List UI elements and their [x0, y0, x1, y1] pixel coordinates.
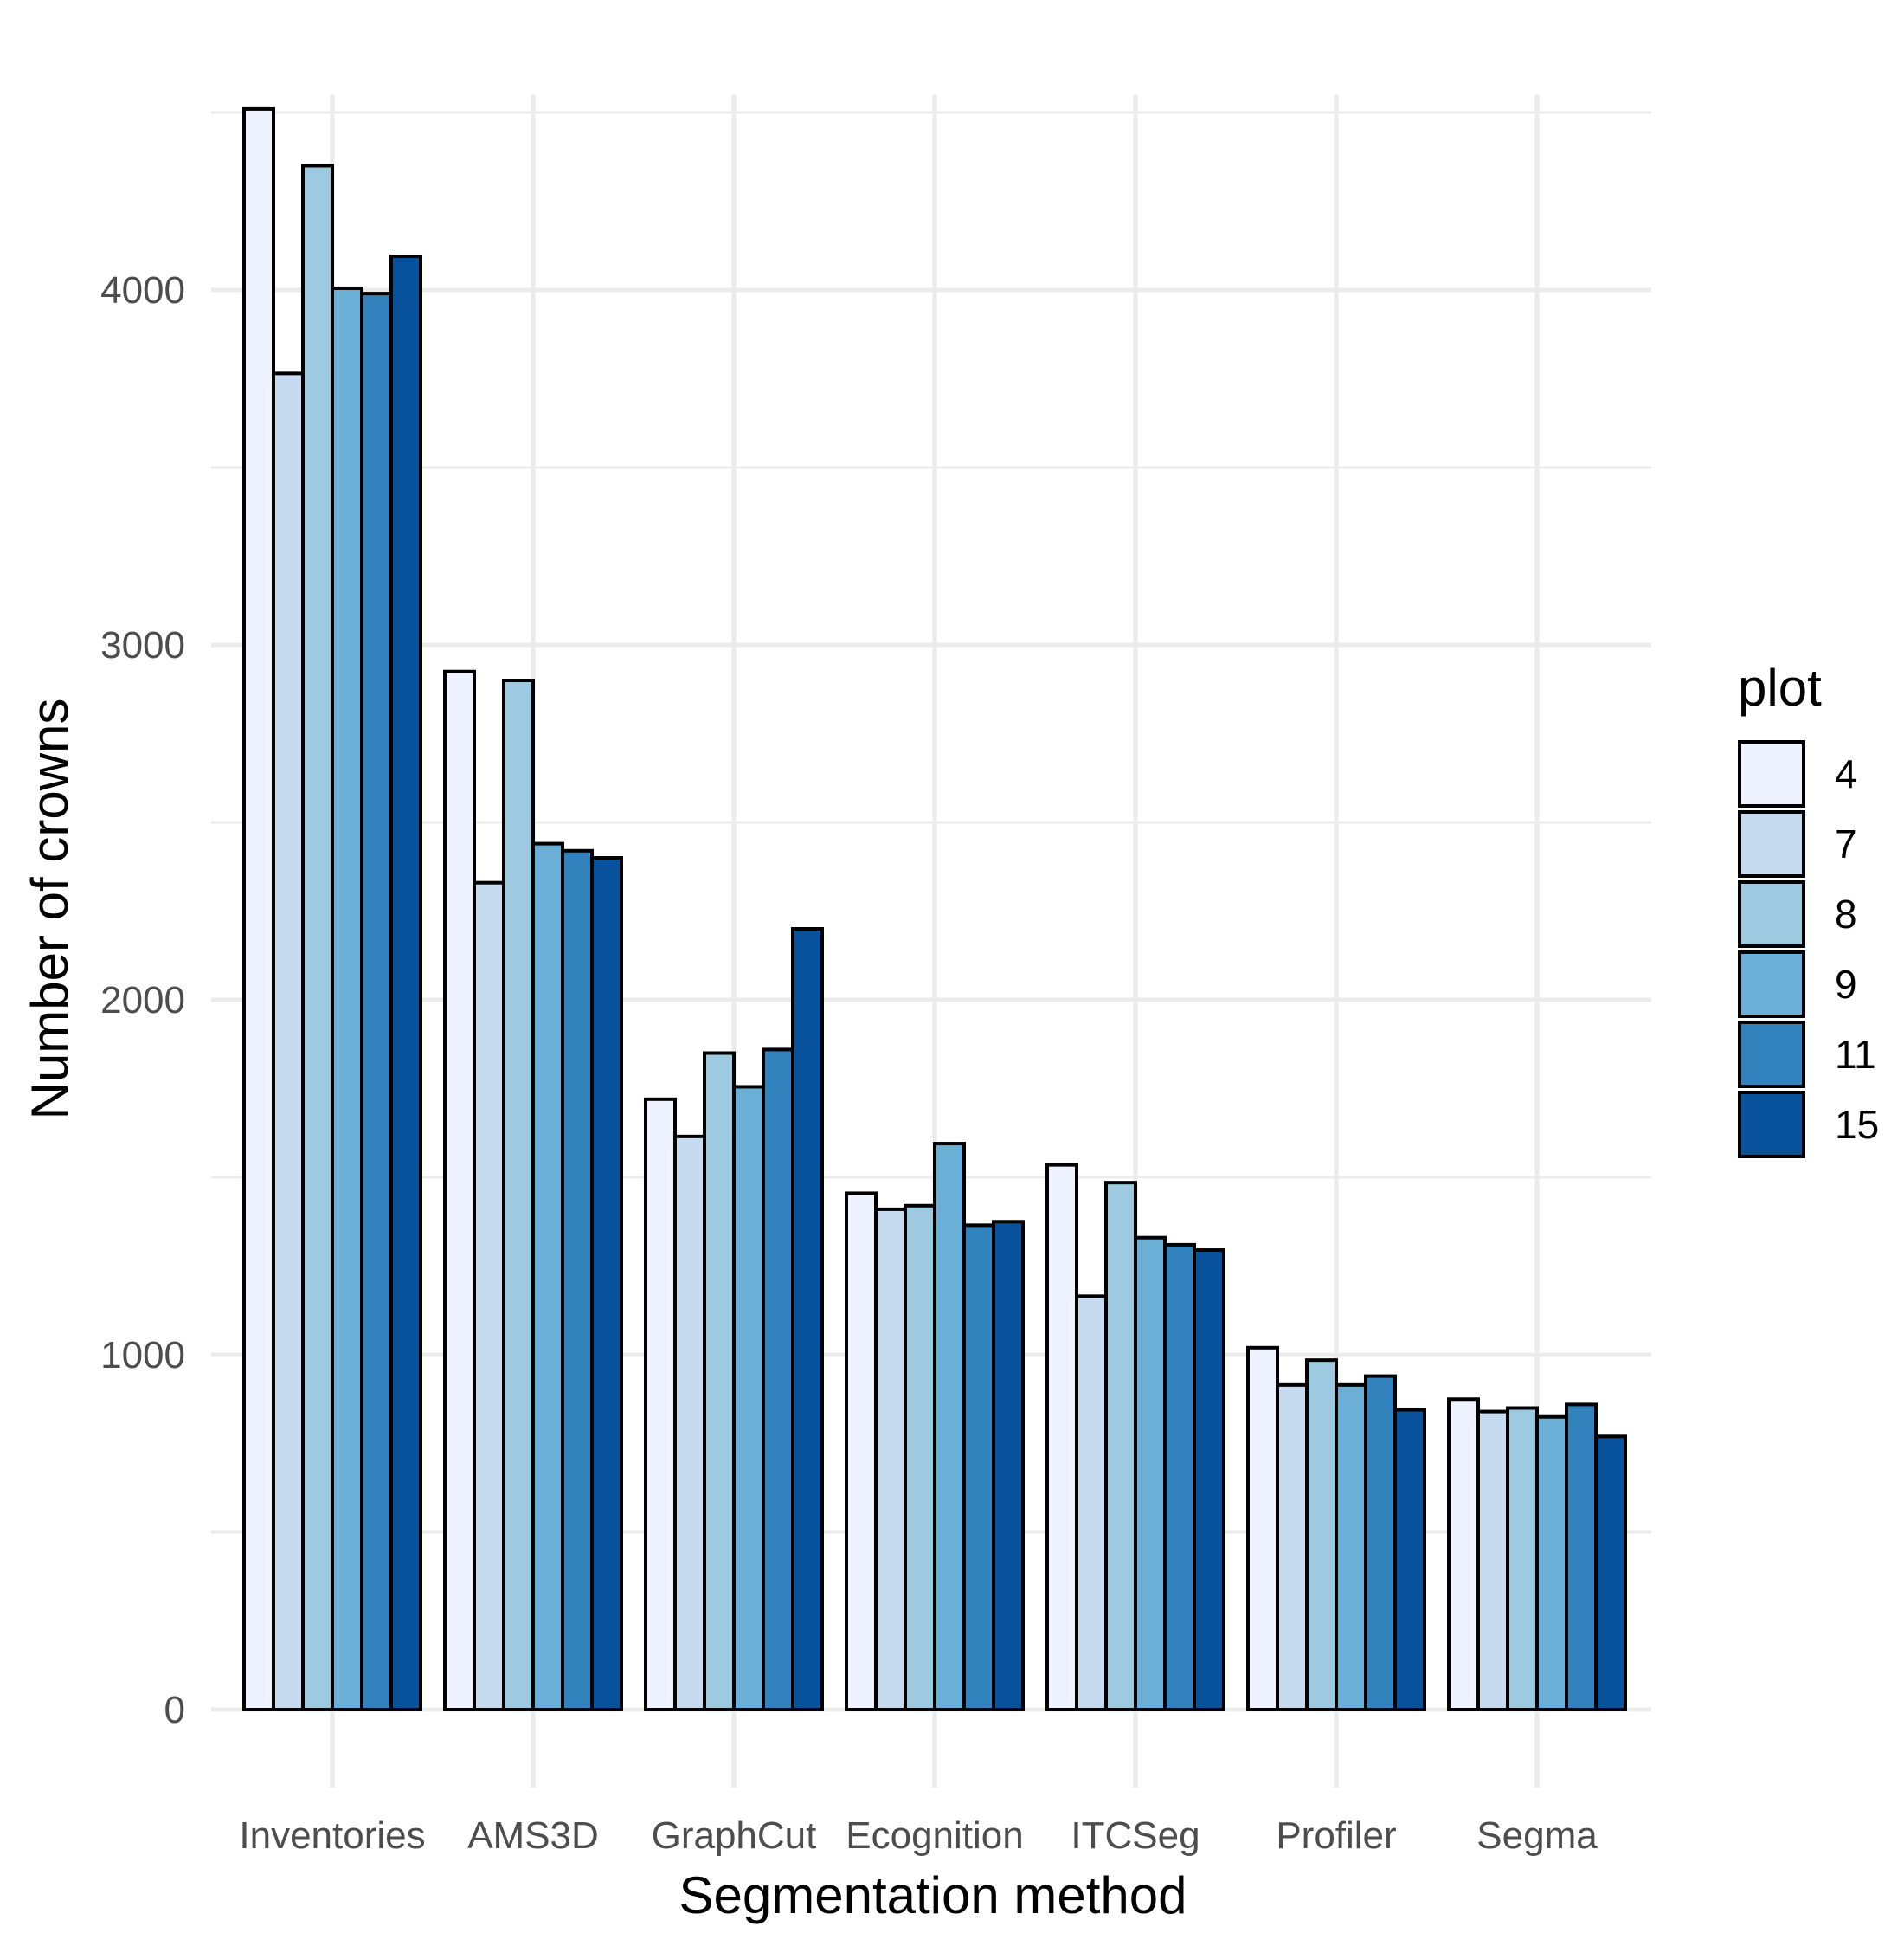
bar-graphcut-plot-15	[791, 927, 824, 1711]
x-tick-labels: Inventories AMS3D GraphCut Ecognition ITCSeg…	[239, 1814, 1598, 1857]
bar-graphcut-plot-8	[703, 1051, 736, 1711]
x-tick-label: GraphCut	[652, 1814, 817, 1857]
bar-graphcut-plot-4	[644, 1097, 677, 1712]
bar-graphcut-plot-9	[732, 1085, 765, 1711]
legend-key-11	[1738, 1021, 1805, 1088]
bar-ams3d-plot-15	[590, 856, 623, 1711]
bar-segma-plot-4	[1447, 1397, 1480, 1711]
bar-inventories-plot-11	[360, 292, 393, 1712]
bar-segma-plot-7	[1476, 1409, 1509, 1711]
bar-segma-plot-9	[1535, 1414, 1568, 1711]
bar-inventories-plot-8	[301, 164, 334, 1711]
legend-title: plot	[1738, 659, 1822, 717]
legend-key-8	[1738, 880, 1805, 948]
bar-graphcut-plot-11	[762, 1047, 794, 1711]
bar-inventories-plot-4	[242, 106, 275, 1711]
bar-graphcut-plot-7	[673, 1134, 706, 1711]
bar-segma-plot-11	[1565, 1402, 1598, 1712]
bar-ecognition-plot-9	[933, 1142, 966, 1712]
y-tick-label: 3000	[100, 624, 185, 667]
legend-label-4: 4	[1835, 751, 1857, 796]
legend-label-15: 15	[1835, 1102, 1879, 1147]
legend-label-7: 7	[1835, 822, 1857, 867]
y-tick-label: 1000	[100, 1334, 185, 1376]
bar-itcseg-plot-4	[1045, 1163, 1078, 1711]
x-tick-label: Segma	[1476, 1814, 1598, 1857]
y-tick-label: 0	[164, 1689, 185, 1731]
bar-itcseg-plot-9	[1134, 1235, 1167, 1711]
bar-ecognition-plot-4	[845, 1191, 878, 1711]
bar-profiler-plot-9	[1335, 1382, 1367, 1711]
bar-itcseg-plot-15	[1193, 1248, 1225, 1712]
bar-itcseg-plot-8	[1104, 1181, 1137, 1711]
bar-itcseg-plot-7	[1075, 1294, 1108, 1711]
bar-ams3d-plot-7	[473, 880, 505, 1711]
bar-profiler-plot-8	[1305, 1358, 1338, 1712]
bar-ecognition-plot-11	[962, 1223, 995, 1711]
y-tick-label: 2000	[100, 979, 185, 1021]
bar-ecognition-plot-7	[874, 1207, 907, 1711]
bar-ams3d-plot-11	[561, 848, 594, 1711]
y-tick-label: 4000	[100, 269, 185, 312]
bar-ams3d-plot-4	[443, 669, 476, 1711]
legend-label-9: 9	[1835, 962, 1857, 1007]
bar-itcseg-plot-11	[1163, 1242, 1196, 1711]
legend-key-7	[1738, 810, 1805, 878]
bar-ecognition-plot-15	[992, 1220, 1025, 1711]
bars-group	[242, 106, 1627, 1712]
bar-profiler-plot-7	[1276, 1382, 1309, 1711]
legend-key-15	[1738, 1091, 1805, 1158]
bar-segma-plot-8	[1506, 1406, 1539, 1711]
bar-profiler-plot-15	[1393, 1408, 1426, 1712]
legend-key-9	[1738, 950, 1805, 1018]
bar-ams3d-plot-9	[531, 841, 564, 1711]
legend-label-8: 8	[1835, 892, 1857, 937]
bar-profiler-plot-11	[1364, 1374, 1397, 1711]
bar-inventories-plot-7	[272, 371, 305, 1712]
bar-inventories-plot-9	[331, 286, 363, 1712]
y-tick-labels: 0 1000 2000 3000 4000	[100, 269, 185, 1731]
bar-inventories-plot-15	[389, 255, 422, 1711]
bar-profiler-plot-4	[1246, 1345, 1279, 1712]
bar-segma-plot-15	[1594, 1434, 1627, 1712]
legend-key-4	[1738, 740, 1805, 808]
legend-label-11: 11	[1835, 1032, 1876, 1077]
y-axis-title: Number of crowns	[21, 699, 79, 1120]
legend: plot 4 7 8 9 11 15	[1738, 659, 1879, 1158]
x-tick-label: AMS3D	[467, 1814, 599, 1857]
x-tick-label: ITCSeg	[1071, 1814, 1200, 1857]
x-tick-label: Profiler	[1276, 1814, 1396, 1857]
bar-ecognition-plot-8	[904, 1203, 936, 1712]
x-tick-label: Inventories	[239, 1814, 425, 1857]
x-axis-title: Segmentation method	[679, 1866, 1187, 1924]
x-tick-label: Ecognition	[846, 1814, 1023, 1857]
bar-ams3d-plot-8	[502, 679, 535, 1711]
